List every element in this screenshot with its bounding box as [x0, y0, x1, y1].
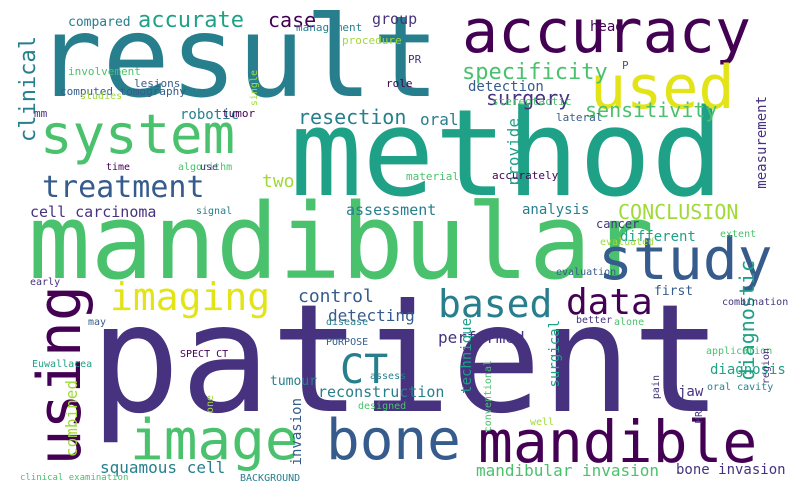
word-squamous-cell: squamous cell — [100, 458, 226, 477]
word-management: management — [296, 21, 363, 34]
word-tumour: tumour — [270, 374, 317, 389]
word-background: BACKGROUND — [240, 473, 301, 484]
word-mandibular-invasion: mandibular invasion — [476, 461, 660, 480]
word-alone: alone — [614, 317, 645, 328]
word-spect-ct: SPECT CT — [180, 349, 229, 360]
word-result: result — [35, 0, 440, 123]
word-assess: assess — [370, 371, 407, 382]
word-disease: disease — [326, 317, 369, 328]
word-technique: technique — [459, 318, 475, 394]
word-cell-carcinoma: cell carcinoma — [30, 203, 157, 221]
word-algorithm: algorithm — [178, 162, 233, 173]
word-clinical-examination: clinical examination — [20, 473, 129, 483]
word-specificity: specificity — [462, 60, 608, 85]
word-one: one — [205, 395, 216, 414]
word-used: used — [590, 53, 735, 123]
word-purpose: PURPOSE — [326, 337, 369, 348]
word-extent: extent — [720, 229, 757, 240]
word-pain: pain — [651, 375, 662, 400]
word-detection: detection — [468, 79, 544, 95]
word-measurement: measurement — [754, 96, 770, 189]
word-pr: PR — [408, 53, 422, 66]
word-time: time — [106, 162, 131, 173]
word-designed: designed — [358, 401, 407, 412]
word-reconstruction: reconstruction — [318, 383, 445, 401]
word-study: study — [598, 225, 773, 293]
word-robotic: robotic — [180, 107, 240, 123]
word-procedure: procedure — [342, 34, 402, 47]
word-early: early — [30, 277, 61, 288]
word-system: system — [40, 103, 236, 166]
word-mri: MRI — [694, 405, 705, 424]
word-stereotactic: stereotactic — [492, 95, 572, 108]
word-head: head — [590, 19, 624, 35]
word-studies: studies — [80, 91, 123, 102]
word-well: well — [530, 417, 555, 428]
word-assessment: assessment — [346, 201, 437, 219]
word-first: first — [654, 284, 694, 299]
word-accurately: accurately — [492, 169, 559, 182]
word-imaging: imaging — [110, 275, 271, 319]
word-mandible: mandible — [478, 408, 758, 476]
word-application: application — [706, 346, 773, 357]
word-based: based — [438, 282, 553, 326]
word-using: using — [25, 285, 95, 466]
word-jaw: jaw — [678, 384, 704, 400]
word-different: different — [620, 229, 696, 245]
word-method: method — [290, 85, 724, 224]
word-use: use — [200, 162, 219, 173]
word-accurate: accurate — [138, 8, 244, 33]
word-image: image — [130, 408, 299, 473]
word-evaluated: evaluated — [600, 237, 655, 248]
word-analysis: analysis — [522, 202, 590, 218]
word-performed: performed — [438, 328, 525, 347]
word-conventional: conventional — [483, 360, 494, 433]
word-patient: patient — [90, 273, 723, 447]
word-diagnosis: diagnosis — [710, 362, 786, 378]
word-resection: resection — [298, 105, 407, 129]
word-role: role — [386, 77, 413, 90]
word-cancer: cancer — [596, 217, 640, 231]
word-accuracy: accuracy — [462, 0, 751, 67]
word-material: material — [406, 170, 459, 183]
word-conclusion: CONCLUSION — [618, 200, 739, 224]
word-lesions: lesions — [134, 77, 181, 90]
word-two: two — [262, 171, 295, 192]
word-treatment: treatment — [42, 170, 205, 205]
word-invasion: invasion — [289, 398, 305, 466]
word-detecting: detecting — [328, 306, 415, 325]
word-combined: combined — [62, 380, 81, 458]
word-tumor: tumor — [222, 107, 256, 120]
word-bone: bone — [326, 408, 461, 473]
word-involvement: involvement — [68, 65, 141, 78]
word-better: better — [576, 315, 613, 326]
word-single: single — [249, 70, 260, 107]
word-region: region — [761, 348, 772, 385]
word-lateral: lateral — [556, 111, 603, 124]
word-mm: mm — [34, 107, 48, 120]
word-sensitivity: sensitivity — [585, 98, 718, 122]
word-control: control — [298, 286, 374, 307]
word-surgical: surgical — [547, 320, 563, 388]
word-oral-cavity: oral cavity — [707, 382, 774, 393]
word-may: may — [88, 317, 107, 328]
word-p: P — [622, 59, 629, 72]
word-bone-invasion: bone invasion — [676, 462, 786, 478]
word-compared: compared — [68, 15, 131, 30]
word-ct: CT — [340, 347, 389, 393]
word-signal: signal — [196, 206, 233, 217]
word-clinical: clinical — [16, 36, 41, 142]
word-group: group — [372, 10, 418, 28]
word-computed-tomography: computed tomography — [60, 85, 186, 98]
word-combination: combination — [722, 297, 789, 308]
word-evaluation: evaluation — [556, 267, 617, 278]
word-mandibular: mandibular — [28, 181, 655, 303]
word-data: data — [566, 282, 653, 323]
word-oral: oral — [420, 110, 459, 129]
word-surgery: surgery — [486, 86, 571, 110]
word-case: case — [268, 8, 317, 32]
word-euwallacea: Euwallacea — [32, 359, 93, 370]
